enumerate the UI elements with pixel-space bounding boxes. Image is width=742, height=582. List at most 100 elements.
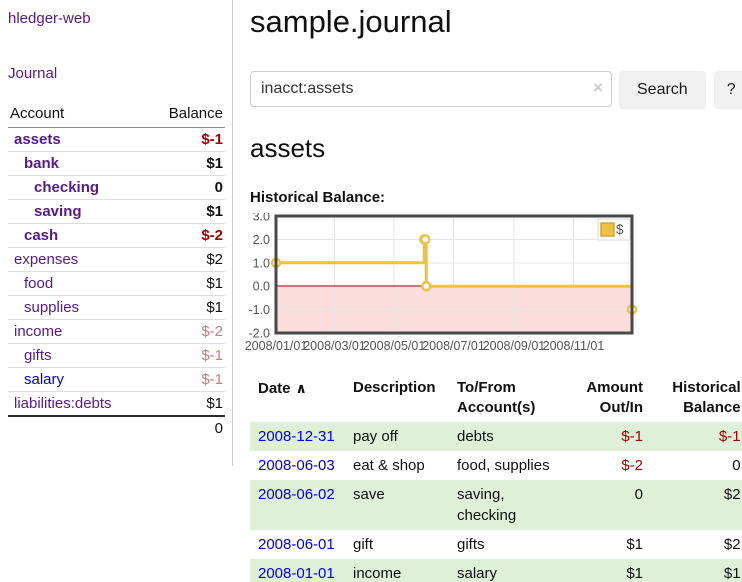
svg-text:2008/09/01: 2008/09/01 <box>483 339 546 353</box>
account-link[interactable]: saving <box>8 199 148 224</box>
account-row: salary $-1 <box>8 367 225 392</box>
register-header-description: Description <box>353 379 436 396</box>
account-link[interactable]: checking <box>8 175 148 200</box>
register-header-accounts: To/From Account(s) <box>457 379 536 416</box>
account-balance: $-2 <box>147 223 225 248</box>
register-table: Date ∧ Description To/From Account(s) Amo… <box>250 374 742 582</box>
account-link[interactable]: expenses <box>8 247 148 272</box>
account-link[interactable]: supplies <box>8 295 148 320</box>
account-heading: assets <box>250 133 326 163</box>
account-row: bank $1 <box>8 151 225 176</box>
transaction-amount: $1 <box>626 536 643 553</box>
transaction-row: 2008-06-03 eat & shop food, supplies $-2 0 <box>250 451 742 480</box>
register-header-historical: Historical Balance <box>672 379 741 416</box>
search-button[interactable]: Search <box>619 71 706 109</box>
transaction-date-link[interactable]: 2008-06-03 <box>258 457 335 474</box>
account-row: income $-2 <box>8 319 225 344</box>
account-link[interactable]: liabilities:debts <box>8 391 148 416</box>
account-link[interactable]: salary <box>8 367 148 392</box>
main-content: sample.journal × Search ? assets Histori… <box>233 0 742 582</box>
account-link[interactable]: gifts <box>8 343 148 368</box>
svg-text:0.0: 0.0 <box>253 280 270 294</box>
search-input[interactable] <box>250 71 612 107</box>
svg-text:$: $ <box>616 222 624 237</box>
account-link[interactable]: income <box>8 319 148 344</box>
svg-text:2.0: 2.0 <box>253 233 270 247</box>
account-row: checking 0 <box>8 175 225 200</box>
transaction-date-link[interactable]: 2008-01-01 <box>250 559 345 582</box>
page-title: sample.journal <box>250 4 452 39</box>
svg-text:2008/07/01: 2008/07/01 <box>422 339 485 353</box>
accounts-total-row: 0 <box>8 415 225 440</box>
account-link[interactable]: cash <box>8 223 148 248</box>
chart-title: Historical Balance: <box>250 189 386 206</box>
sidebar: hledger-web Journal Account Balance asse… <box>0 0 233 466</box>
svg-text:2008/01/01: 2008/01/01 <box>245 339 308 353</box>
transaction-balance: $1 <box>651 559 742 582</box>
transaction-row: 2008-06-01 gift gifts $1 $2 <box>250 530 742 559</box>
account-link[interactable]: assets <box>14 131 61 148</box>
register-header-date[interactable]: Date ∧ <box>258 380 307 397</box>
account-row: liabilities:debts $1 <box>8 391 225 416</box>
account-balance: 0 <box>147 175 225 200</box>
sidebar-item-journal[interactable]: Journal <box>8 65 58 82</box>
transaction-description: pay off <box>345 422 449 451</box>
account-link[interactable]: food <box>8 271 148 296</box>
account-balance: $1 <box>147 391 225 416</box>
transaction-amount: $-1 <box>561 422 651 451</box>
svg-text:2008/11/01: 2008/11/01 <box>543 339 605 353</box>
account-row: supplies $1 <box>8 295 225 320</box>
transaction-date-link[interactable]: 2008-06-01 <box>258 536 335 553</box>
account-balance: $-1 <box>147 367 225 392</box>
svg-text:1.0: 1.0 <box>253 256 270 270</box>
accounts-table: Account Balance assets $-1 bank $1 checking 0… <box>8 102 225 440</box>
svg-text:-1.0: -1.0 <box>248 303 270 317</box>
account-row: saving $1 <box>8 199 225 224</box>
transaction-accounts: salary <box>449 559 561 582</box>
transaction-accounts: debts <box>449 422 561 451</box>
svg-text:-2.0: -2.0 <box>248 327 270 341</box>
account-balance: $1 <box>147 199 225 224</box>
transaction-row: 2008-06-02 save saving, checking 0 $2 <box>250 480 742 530</box>
transaction-date-link[interactable]: 2008-06-02 <box>250 480 345 530</box>
account-balance: $1 <box>147 271 225 296</box>
svg-text:2008/03/01: 2008/03/01 <box>303 339 366 353</box>
account-balance: $-1 <box>201 131 223 148</box>
transaction-description: gift <box>353 536 374 553</box>
historical-balance-chart[interactable]: $3.0 2.0 1.0 0.0 -1.0 -2.0 2008/01/01 2008/03/0… <box>242 210 742 360</box>
account-row: expenses $2 <box>8 247 225 272</box>
transaction-date-link[interactable]: 2008-12-31 <box>250 422 345 451</box>
account-balance: $2 <box>147 247 225 272</box>
account-link[interactable]: bank <box>8 151 148 176</box>
account-row: assets $-1 <box>8 128 225 152</box>
accounts-total-balance: 0 <box>147 415 225 440</box>
transaction-row: 2008-01-01 income salary $1 $1 <box>250 559 742 582</box>
register-header-amount: Amount Out/In <box>586 379 643 416</box>
account-balance: $1 <box>147 151 225 176</box>
account-balance: $-1 <box>147 343 225 368</box>
transaction-amount: 0 <box>561 480 651 530</box>
accounts-header-balance: Balance <box>147 102 225 128</box>
transaction-amount: $1 <box>561 559 651 582</box>
account-balance: $1 <box>147 295 225 320</box>
transaction-row: 2008-12-31 pay off debts $-1 $-1 <box>250 422 742 451</box>
account-row: cash $-2 <box>8 223 225 248</box>
transaction-description: save <box>345 480 449 530</box>
transaction-accounts: gifts <box>457 536 485 553</box>
sort-ascending-icon: ∧ <box>295 380 307 396</box>
clear-search-icon[interactable]: × <box>593 78 603 97</box>
search-form: × Search ? <box>250 71 742 109</box>
register-header-row: Date ∧ Description To/From Account(s) Amo… <box>250 374 742 422</box>
transaction-balance: 0 <box>732 457 741 474</box>
accounts-header-account: Account <box>8 102 148 128</box>
svg-text:3.0: 3.0 <box>253 213 270 224</box>
transaction-accounts: saving, checking <box>449 480 561 530</box>
app-brand-link[interactable]: hledger-web <box>8 10 91 27</box>
account-row: food $1 <box>8 271 225 296</box>
search-help-button[interactable]: ? <box>713 71 742 109</box>
transaction-accounts: food, supplies <box>457 457 550 474</box>
svg-text:2008/05/01: 2008/05/01 <box>363 339 426 353</box>
account-row: gifts $-1 <box>8 343 225 368</box>
transaction-balance: $2 <box>651 480 742 530</box>
